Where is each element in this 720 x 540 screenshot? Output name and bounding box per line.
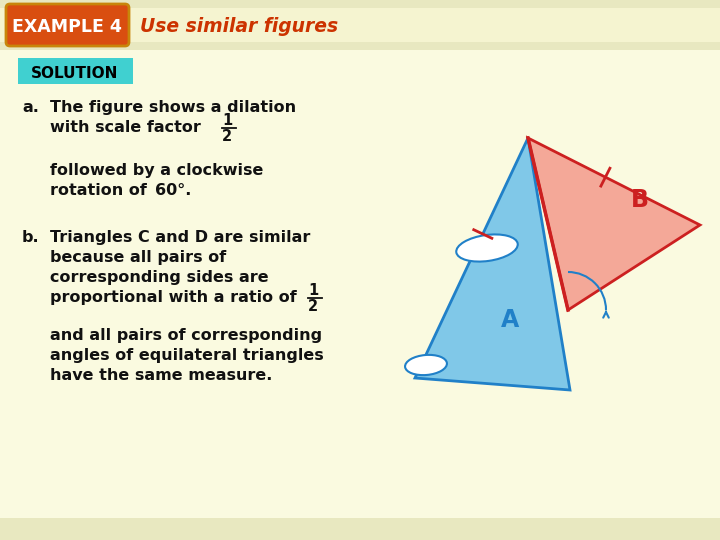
Ellipse shape [405,355,447,375]
Text: rotation of: rotation of [50,183,153,198]
Bar [0,42,720,50]
Ellipse shape [456,234,518,261]
Text: 60°.: 60°. [155,183,192,198]
Text: have the same measure.: have the same measure. [50,368,272,383]
Text: 1: 1 [222,113,233,128]
Bar [0,0,720,8]
Bar [0,0,720,50]
Bar [0,518,720,540]
Text: followed by a clockwise: followed by a clockwise [50,163,264,178]
Text: b.: b. [22,230,40,245]
FancyBboxPatch shape [18,58,133,84]
Text: A: A [501,308,519,332]
Text: angles of equilateral triangles: angles of equilateral triangles [50,348,324,363]
Text: a.: a. [22,100,39,115]
FancyBboxPatch shape [6,4,129,46]
Text: The figure shows a dilation: The figure shows a dilation [50,100,296,115]
Polygon shape [415,138,570,390]
Text: Use similar figures: Use similar figures [140,17,338,37]
Text: Triangles C and D are similar: Triangles C and D are similar [50,230,310,245]
Text: 2: 2 [222,129,232,144]
Text: and all pairs of corresponding: and all pairs of corresponding [50,328,322,343]
Text: 1: 1 [308,283,318,298]
Text: because all pairs of: because all pairs of [50,250,226,265]
Text: with scale factor: with scale factor [50,120,201,135]
Text: 2: 2 [308,299,318,314]
Polygon shape [528,138,700,310]
Text: SOLUTION: SOLUTION [31,65,119,80]
Text: EXAMPLE 4: EXAMPLE 4 [12,18,122,36]
Text: B: B [631,188,649,212]
Text: corresponding sides are: corresponding sides are [50,270,269,285]
Text: proportional with a ratio of: proportional with a ratio of [50,290,297,305]
